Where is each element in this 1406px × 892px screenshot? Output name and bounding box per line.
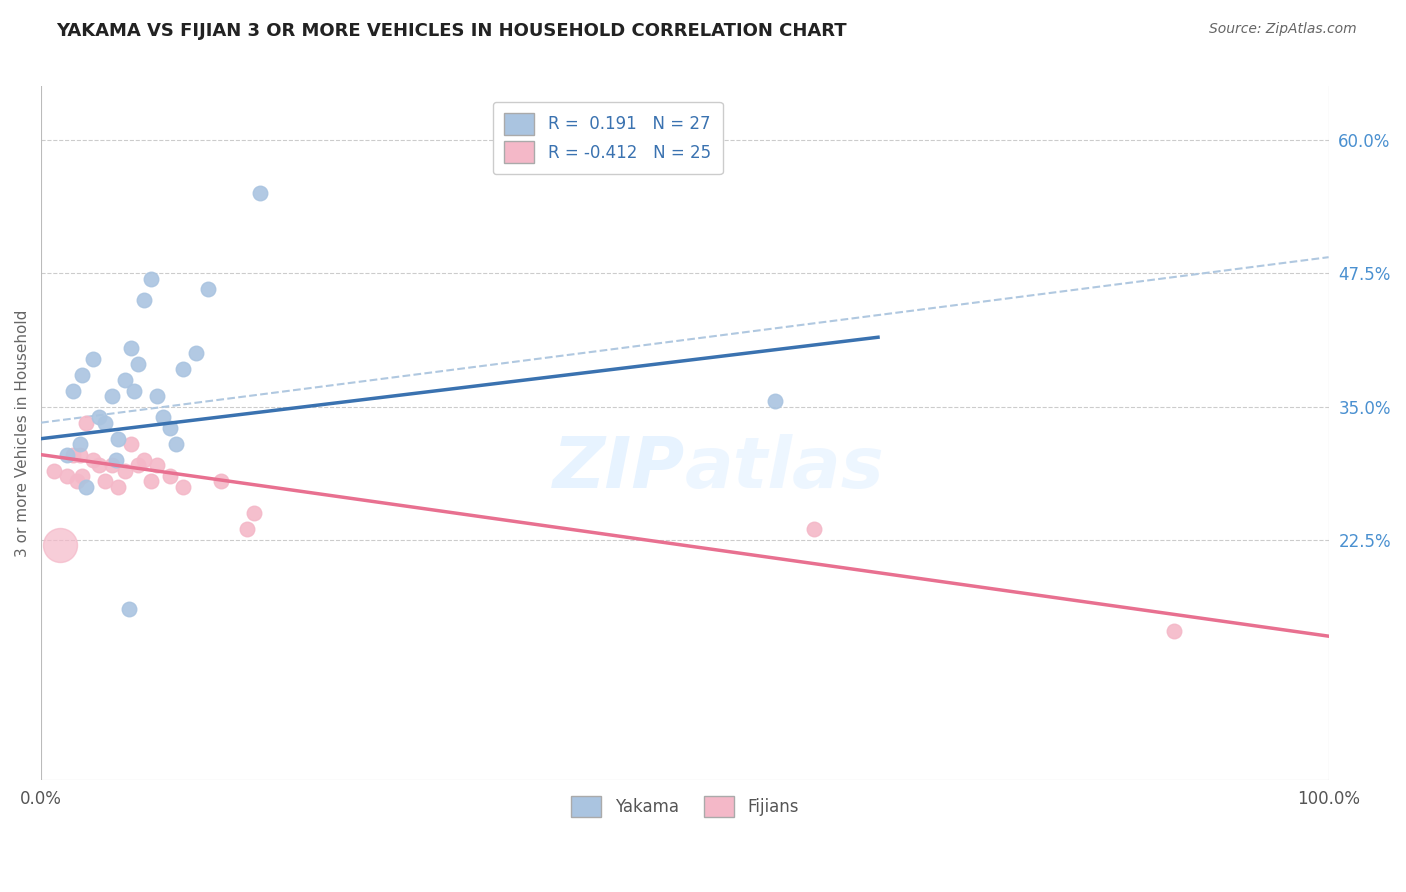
Point xyxy=(94,475,117,489)
Point xyxy=(82,453,104,467)
Point xyxy=(184,346,207,360)
Point xyxy=(172,480,194,494)
Text: Source: ZipAtlas.com: Source: ZipAtlas.com xyxy=(1209,22,1357,37)
Point xyxy=(1163,624,1185,638)
Point xyxy=(122,384,145,398)
Point xyxy=(62,448,84,462)
Point xyxy=(120,437,142,451)
Point xyxy=(66,475,89,489)
Point xyxy=(139,271,162,285)
Point xyxy=(132,453,155,467)
Point xyxy=(159,469,181,483)
Text: YAKAMA VS FIJIAN 3 OR MORE VEHICLES IN HOUSEHOLD CORRELATION CHART: YAKAMA VS FIJIAN 3 OR MORE VEHICLES IN H… xyxy=(56,22,846,40)
Point xyxy=(127,458,149,473)
Point xyxy=(242,507,264,521)
Point xyxy=(101,389,124,403)
Point xyxy=(146,389,169,403)
Point xyxy=(249,186,271,201)
Point xyxy=(803,523,825,537)
Point xyxy=(69,437,91,451)
Point xyxy=(172,362,194,376)
Text: ZIP: ZIP xyxy=(553,434,685,502)
Point xyxy=(69,448,91,462)
Point xyxy=(94,416,117,430)
Y-axis label: 3 or more Vehicles in Household: 3 or more Vehicles in Household xyxy=(15,310,30,557)
Text: atlas: atlas xyxy=(685,434,884,502)
Point xyxy=(42,464,65,478)
Point xyxy=(75,416,97,430)
Point xyxy=(72,469,94,483)
Point xyxy=(139,475,162,489)
Point xyxy=(104,453,127,467)
Legend: Yakama, Fijians: Yakama, Fijians xyxy=(565,789,806,824)
Point xyxy=(209,475,232,489)
Point xyxy=(197,282,219,296)
Point xyxy=(75,480,97,494)
Point xyxy=(72,368,94,382)
Point xyxy=(152,410,174,425)
Point xyxy=(56,469,79,483)
Point xyxy=(763,394,786,409)
Point xyxy=(49,538,72,552)
Point xyxy=(114,464,136,478)
Point xyxy=(159,421,181,435)
Point xyxy=(87,410,110,425)
Point xyxy=(132,293,155,307)
Point xyxy=(114,373,136,387)
Point xyxy=(107,432,129,446)
Point xyxy=(236,523,259,537)
Point xyxy=(82,351,104,366)
Point xyxy=(127,357,149,371)
Point xyxy=(62,384,84,398)
Point xyxy=(101,458,124,473)
Point xyxy=(165,437,187,451)
Point xyxy=(146,458,169,473)
Point xyxy=(118,602,141,616)
Point xyxy=(56,448,79,462)
Point xyxy=(107,480,129,494)
Point xyxy=(120,341,142,355)
Point xyxy=(87,458,110,473)
